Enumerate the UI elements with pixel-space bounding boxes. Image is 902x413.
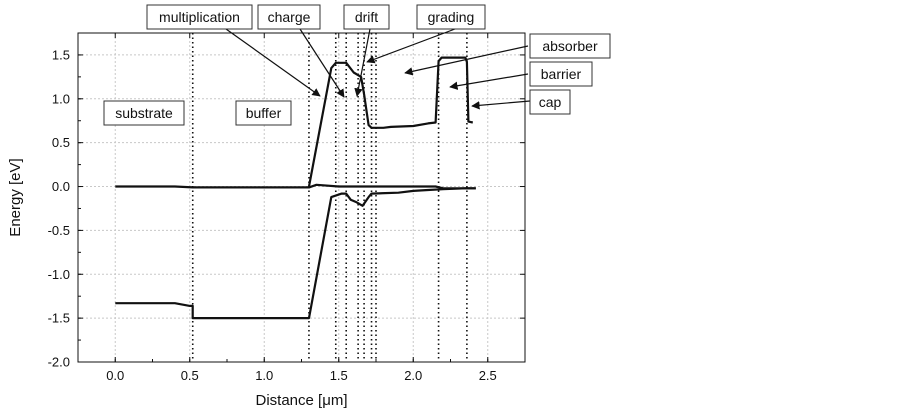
x-tick-label: 2.5 bbox=[479, 368, 497, 383]
annotation-label: barrier bbox=[541, 66, 582, 82]
annotation-labels: substrate buffer multiplication charge drift… bbox=[103, 4, 611, 126]
y-tick-label: 0.0 bbox=[52, 179, 70, 194]
annotation-box bbox=[257, 4, 321, 30]
annotation-label: cap bbox=[539, 94, 562, 110]
y-tick-label: -2.0 bbox=[48, 355, 70, 370]
y-axis-label: Energy [eV] bbox=[7, 158, 24, 236]
annotation-box bbox=[146, 4, 253, 30]
annotation-label: multiplication bbox=[159, 9, 240, 25]
annotation-box bbox=[529, 61, 593, 87]
annotation-box bbox=[416, 4, 486, 30]
y-tick-label: 1.0 bbox=[52, 91, 70, 106]
x-tick-label: 2.0 bbox=[404, 368, 422, 383]
annotation-arrow bbox=[471, 100, 531, 110]
annotation-label: drift bbox=[355, 9, 378, 25]
y-tick-label: -1.0 bbox=[48, 267, 70, 282]
x-tick-label: 0.0 bbox=[106, 368, 124, 383]
annotation-box bbox=[529, 33, 611, 59]
y-tick-label: 0.5 bbox=[52, 135, 70, 150]
annotation-arrow bbox=[366, 28, 456, 64]
y-tick-label: 1.5 bbox=[52, 47, 70, 62]
annotation-box bbox=[343, 4, 390, 30]
annotation-arrow bbox=[449, 73, 529, 90]
annotation-box bbox=[529, 89, 571, 115]
x-axis-label: Distance [μm] bbox=[256, 392, 348, 409]
y-tick-label: -1.5 bbox=[48, 311, 70, 326]
x-tick-label: 0.5 bbox=[181, 368, 199, 383]
annotation-arrows bbox=[225, 28, 531, 110]
axis-ticks: 0.0 0.5 1.0 1.5 2.0 2.5 1.5 1.0 0.5 0.0 -0.5 -1.0 -1… bbox=[48, 32, 526, 383]
annotation-box bbox=[235, 100, 292, 126]
annotation-label: absorber bbox=[542, 38, 598, 54]
annotation-arrow bbox=[299, 28, 345, 98]
x-tick-label: 1.0 bbox=[255, 368, 273, 383]
annotation-arrow bbox=[354, 28, 371, 97]
band-series bbox=[115, 56, 476, 320]
annotation-label: charge bbox=[268, 9, 311, 25]
x-tick-label: 1.5 bbox=[330, 368, 348, 383]
annotation-arrow bbox=[404, 45, 529, 76]
annotation-label: buffer bbox=[246, 105, 282, 121]
annotation-arrow bbox=[225, 28, 321, 97]
band-series-line bbox=[307, 56, 474, 187]
y-tick-label: -0.5 bbox=[48, 223, 70, 238]
band-series-line bbox=[115, 183, 476, 190]
layer-boundary-lines bbox=[191, 33, 468, 362]
annotation-label: grading bbox=[428, 9, 475, 25]
annotation-label: substrate bbox=[115, 105, 173, 121]
band-series-line bbox=[115, 187, 476, 320]
annotation-box bbox=[103, 100, 185, 126]
